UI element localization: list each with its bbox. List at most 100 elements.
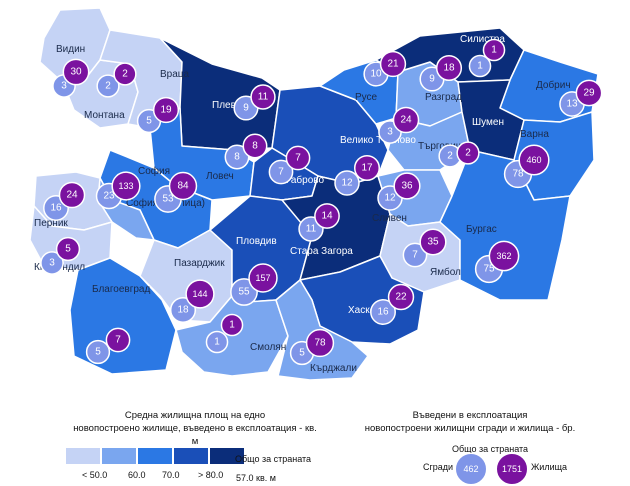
building-bubble-value: 9 [243, 103, 249, 114]
dwelling-bubble-value: 11 [258, 92, 269, 103]
region-label: Варна [520, 129, 549, 140]
dwelling-bubble-value: 24 [66, 190, 78, 201]
dwelling-bubble [55, 236, 81, 262]
building-bubble [85, 339, 111, 365]
dwelling-bubble-value: 5 [65, 244, 71, 255]
region-label: Пазарджик [174, 258, 225, 269]
area-legend-title: Средна жилищна площ на едно новопостроен… [70, 409, 320, 448]
dwelling-bubble [58, 181, 86, 209]
dwelling-bubble [62, 58, 90, 86]
dwelling-bubble [419, 228, 447, 256]
scale-label-4: > 80.0 [198, 470, 224, 480]
building-bubble [402, 242, 428, 268]
count-legend-title-line1: Въведени в експлоатация [412, 410, 528, 421]
building-bubble-value: 75 [483, 264, 495, 275]
dwelling-bubble [575, 79, 603, 107]
building-bubble-value: 5 [95, 347, 101, 358]
dwelling-bubble [387, 283, 415, 311]
building-bubble-value: 1 [477, 61, 483, 72]
region-label: Хасково [348, 305, 386, 316]
regional-map: Видин Монтана Враца Плевен Ловеч Велико Търно… [29, 7, 603, 381]
dwelling-bubble-value: 2 [465, 148, 471, 159]
dwellings-legend-bubble: 1751 [496, 453, 528, 485]
dwelling-bubble [111, 171, 141, 201]
dwelling-bubble-value: 24 [400, 115, 412, 126]
building-bubble-value: 16 [50, 203, 62, 214]
scale-swatch-4 [174, 448, 208, 464]
area-legend-title-line2: новопостроено жилище, въведено в експлоа… [73, 423, 317, 447]
building-bubble-value: 16 [377, 307, 389, 318]
building-bubble-value: 10 [370, 69, 382, 80]
dwelling-bubble-value: 362 [496, 251, 511, 261]
dwelling-bubble-value: 29 [583, 88, 595, 99]
region-label: Добрич [536, 79, 571, 91]
building-bubble-value: 12 [341, 178, 353, 189]
region-label: Враца [160, 69, 190, 80]
dwelling-bubble [242, 133, 268, 159]
dwelling-bubble-value: 144 [192, 289, 207, 299]
dwelling-bubble [113, 62, 137, 86]
building-bubble-value: 5 [299, 348, 305, 359]
dwellings-total: 1751 [501, 464, 523, 474]
building-bubble-value: 2 [447, 151, 453, 162]
dwelling-bubble-value: 21 [387, 59, 399, 70]
dwelling-bubble-value: 157 [255, 273, 270, 283]
dwelling-bubble-value: 133 [118, 181, 133, 191]
dwellings-legend-label: Жилища [531, 462, 568, 472]
count-legend-title-line2: новопостроени жилищни сгради и жилища - … [364, 423, 576, 434]
dwelling-bubble-value: 7 [115, 335, 121, 346]
dwelling-bubble-value: 19 [160, 105, 172, 116]
region-label: Шумен [472, 117, 504, 128]
building-bubble-value: 55 [238, 287, 250, 298]
region-label: Плевен [212, 100, 247, 111]
building-bubble-value: 9 [429, 74, 435, 85]
count-legend-title: Въведени в експлоатация новопостроени жи… [350, 409, 590, 435]
dwelling-bubble [305, 328, 335, 358]
building-bubble [205, 330, 229, 354]
building-bubble-value: 7 [278, 167, 284, 178]
region-label: Силистра [460, 34, 505, 45]
building-bubble [334, 170, 360, 196]
building-bubble-value: 3 [61, 81, 67, 92]
dwelling-bubble [314, 203, 340, 229]
area-total-label: Общо за страната [235, 454, 312, 464]
dwelling-bubble-value: 2 [122, 69, 128, 80]
building-bubble-value: 53 [162, 194, 174, 205]
dwelling-bubble-value: 460 [526, 155, 541, 165]
building-bubble [370, 299, 396, 325]
region-label: Кърджали [310, 363, 357, 374]
region-label: Велико Търново [340, 135, 416, 146]
scale-swatch-5 [210, 448, 244, 464]
region-label: Стара Загора [290, 246, 353, 257]
region-label: Габрово [286, 174, 324, 186]
building-bubble [96, 74, 120, 98]
dwelling-bubble [152, 96, 180, 124]
area-legend-title-line1: Средна жилищна площ на едно [124, 410, 266, 421]
dwelling-bubble [435, 54, 463, 82]
region-label: Монтана [84, 110, 125, 121]
building-bubble-value: 13 [566, 99, 578, 110]
scale-swatch-2 [102, 448, 136, 464]
dwelling-bubble-value: 17 [361, 163, 373, 174]
building-bubble [468, 54, 492, 78]
building-bubble-value: 23 [103, 191, 115, 202]
scale-swatch-1 [66, 448, 100, 464]
building-bubble-value: 2 [105, 81, 111, 92]
region-label: Ямбол [430, 266, 461, 278]
dwelling-bubble-value: 7 [295, 153, 301, 164]
dwelling-bubble-value: 30 [70, 67, 82, 78]
building-bubble-value: 12 [384, 193, 396, 204]
building-bubble-value: 7 [412, 250, 418, 261]
dwelling-bubble [456, 141, 480, 165]
dwelling-bubble-value: 78 [314, 338, 326, 349]
scale-swatch-3 [138, 448, 172, 464]
region-label: Ловеч [206, 171, 234, 182]
dwelling-bubble-value: 1 [229, 320, 235, 331]
building-bubble [224, 144, 250, 170]
dwelling-bubble [105, 327, 131, 353]
dwelling-bubble [248, 263, 278, 293]
dwelling-bubble [168, 171, 198, 201]
building-bubble [169, 296, 197, 324]
building-bubble-value: 8 [234, 152, 240, 163]
buildings-legend-bubble: 462 [455, 453, 487, 485]
